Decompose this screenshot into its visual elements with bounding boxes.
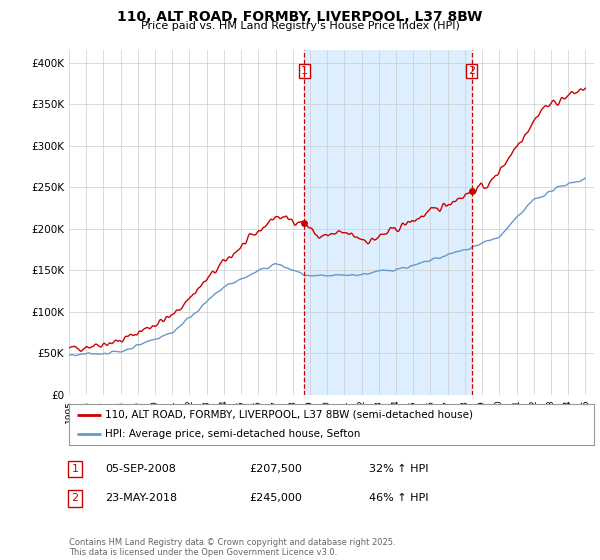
Text: 2: 2 bbox=[71, 493, 79, 503]
Text: 1: 1 bbox=[71, 464, 79, 474]
Text: 46% ↑ HPI: 46% ↑ HPI bbox=[369, 493, 428, 503]
Text: £207,500: £207,500 bbox=[249, 464, 302, 474]
Bar bbox=[304, 50, 472, 395]
Text: 110, ALT ROAD, FORMBY, LIVERPOOL, L37 8BW: 110, ALT ROAD, FORMBY, LIVERPOOL, L37 8B… bbox=[118, 10, 482, 24]
Text: 1: 1 bbox=[301, 66, 308, 76]
Text: 32% ↑ HPI: 32% ↑ HPI bbox=[369, 464, 428, 474]
Text: HPI: Average price, semi-detached house, Sefton: HPI: Average price, semi-detached house,… bbox=[105, 429, 360, 438]
Text: 110, ALT ROAD, FORMBY, LIVERPOOL, L37 8BW (semi-detached house): 110, ALT ROAD, FORMBY, LIVERPOOL, L37 8B… bbox=[105, 409, 473, 419]
Text: Price paid vs. HM Land Registry's House Price Index (HPI): Price paid vs. HM Land Registry's House … bbox=[140, 21, 460, 31]
Text: 05-SEP-2008: 05-SEP-2008 bbox=[105, 464, 176, 474]
Text: £245,000: £245,000 bbox=[249, 493, 302, 503]
Text: 23-MAY-2018: 23-MAY-2018 bbox=[105, 493, 177, 503]
Text: 2: 2 bbox=[468, 66, 475, 76]
Text: Contains HM Land Registry data © Crown copyright and database right 2025.
This d: Contains HM Land Registry data © Crown c… bbox=[69, 538, 395, 557]
